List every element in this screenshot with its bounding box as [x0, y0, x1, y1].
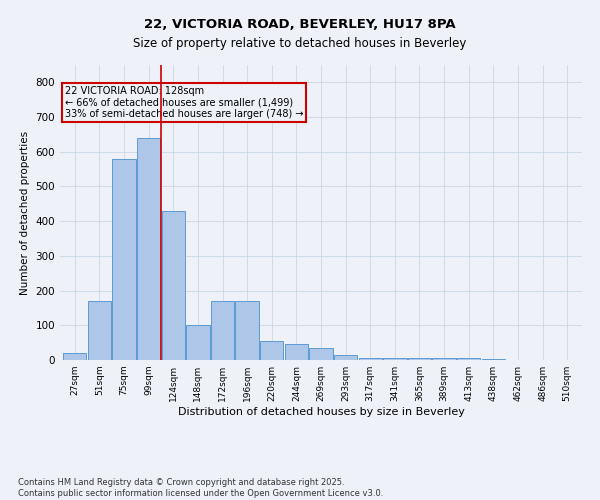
- Bar: [334, 355, 358, 360]
- Bar: [359, 358, 382, 360]
- Bar: [408, 358, 431, 360]
- Bar: [235, 301, 259, 360]
- Bar: [383, 358, 407, 360]
- Text: 22 VICTORIA ROAD: 128sqm
← 66% of detached houses are smaller (1,499)
33% of sem: 22 VICTORIA ROAD: 128sqm ← 66% of detach…: [65, 86, 304, 119]
- Bar: [457, 358, 481, 360]
- X-axis label: Distribution of detached houses by size in Beverley: Distribution of detached houses by size …: [178, 407, 464, 417]
- Text: Size of property relative to detached houses in Beverley: Size of property relative to detached ho…: [133, 38, 467, 51]
- Bar: [186, 326, 209, 360]
- Text: 22, VICTORIA ROAD, BEVERLEY, HU17 8PA: 22, VICTORIA ROAD, BEVERLEY, HU17 8PA: [144, 18, 456, 30]
- Bar: [112, 158, 136, 360]
- Bar: [88, 301, 111, 360]
- Bar: [63, 353, 86, 360]
- Bar: [137, 138, 160, 360]
- Bar: [284, 344, 308, 360]
- Text: Contains HM Land Registry data © Crown copyright and database right 2025.
Contai: Contains HM Land Registry data © Crown c…: [18, 478, 383, 498]
- Bar: [161, 211, 185, 360]
- Bar: [433, 358, 456, 360]
- Bar: [211, 301, 234, 360]
- Y-axis label: Number of detached properties: Number of detached properties: [20, 130, 30, 294]
- Bar: [260, 341, 283, 360]
- Bar: [310, 348, 332, 360]
